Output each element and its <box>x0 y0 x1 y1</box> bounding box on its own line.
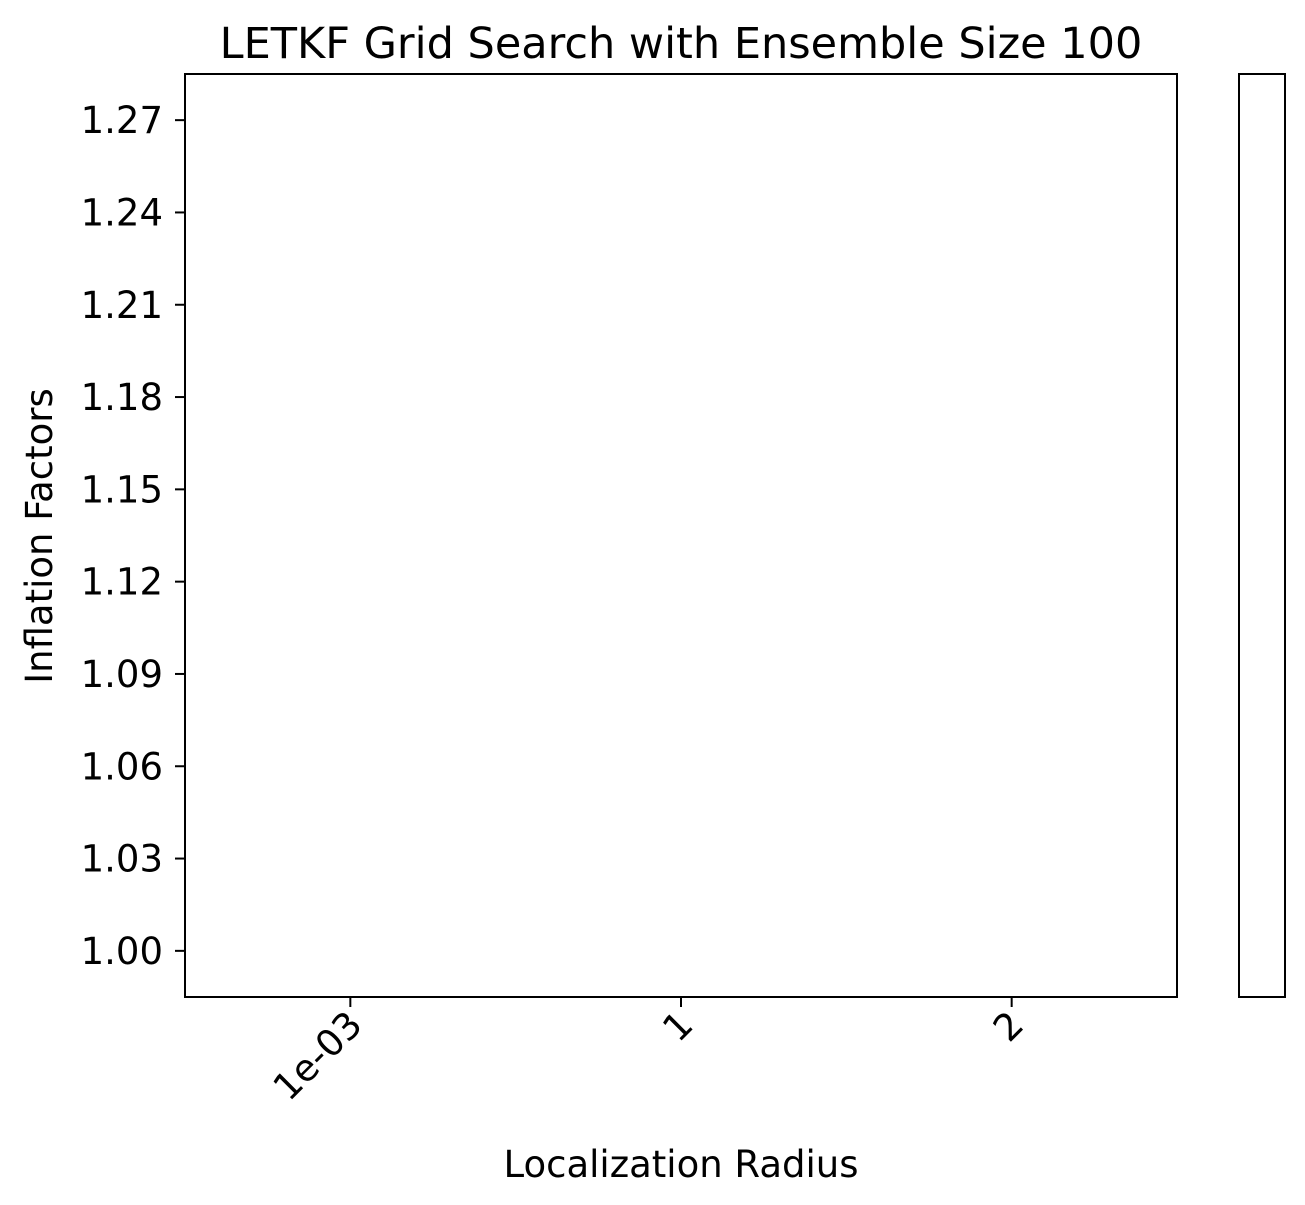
y-axis-label: Inflation Factors <box>18 388 61 684</box>
y-tick-label: 1.12 <box>81 561 163 604</box>
y-tick-label: 1.21 <box>81 284 163 327</box>
y-tick-label: 1.00 <box>81 930 163 973</box>
y-tick-label: 1.24 <box>81 191 163 234</box>
y-tick-label: 1.18 <box>81 376 163 419</box>
colorbar-frame <box>1238 73 1286 998</box>
y-tick-label: 1.03 <box>81 838 163 881</box>
y-tick-label: 1.27 <box>81 99 163 142</box>
y-axis: 1.00 1.03 1.06 1.09 1.12 1.15 1.18 1.21 1.24 1.27 <box>81 99 185 973</box>
y-tick-label: 1.09 <box>81 653 163 696</box>
y-tick-label: 1.06 <box>81 745 163 788</box>
chart-title: LETKF Grid Search with Ensemble Size 100 <box>220 19 1143 69</box>
x-axis-label: Localization Radius <box>504 1143 859 1186</box>
y-tick-label: 1.15 <box>81 468 163 511</box>
colorbar <box>1238 73 1286 998</box>
